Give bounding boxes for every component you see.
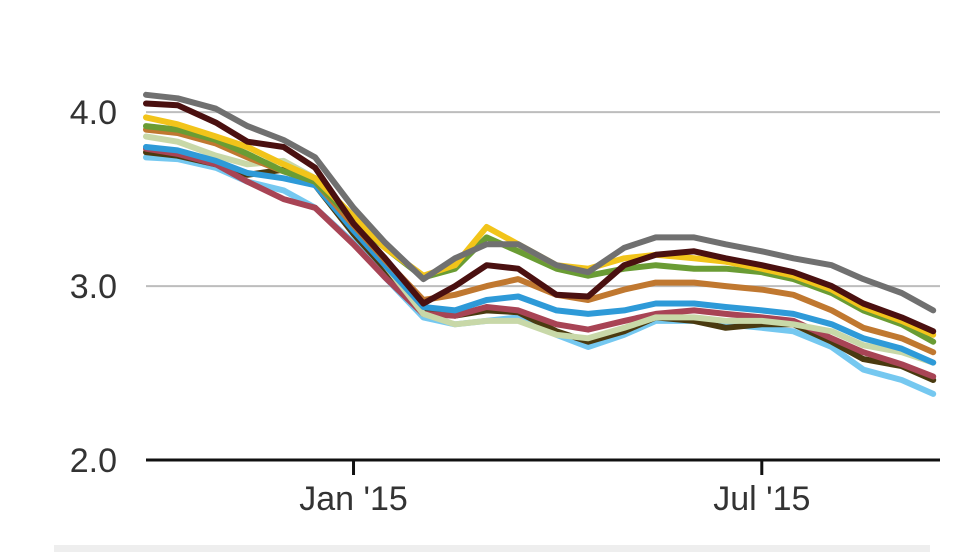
y-axis-labels: 2.0 3.0 4.0 bbox=[70, 94, 117, 480]
series-lines bbox=[143, 91, 937, 397]
x-axis-ticks: Jan '15 Jul '15 bbox=[299, 460, 810, 518]
series-line-6 bbox=[143, 123, 937, 345]
series-line-8 bbox=[143, 100, 937, 335]
series-line-9 bbox=[143, 91, 937, 314]
y-tick-label: 3.0 bbox=[70, 268, 117, 306]
y-tick-label: 4.0 bbox=[70, 94, 117, 132]
series-line-4 bbox=[143, 144, 937, 366]
footer-bar bbox=[54, 545, 930, 552]
x-tick-label: Jan '15 bbox=[299, 480, 408, 518]
x-tick-label: Jul '15 bbox=[713, 480, 810, 518]
y-tick-label: 2.0 bbox=[70, 442, 117, 480]
